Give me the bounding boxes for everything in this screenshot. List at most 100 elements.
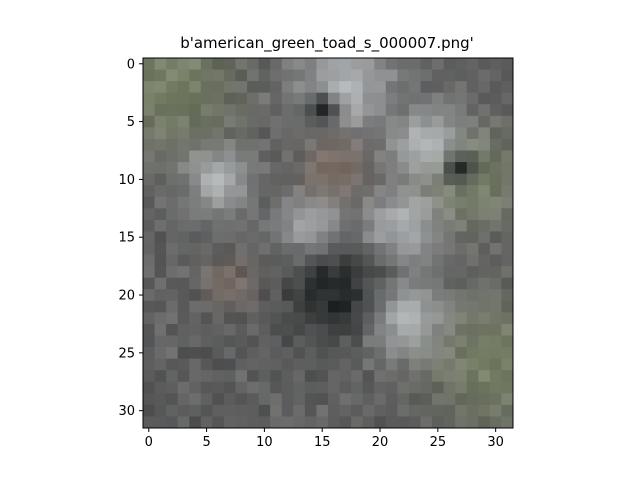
pixel-cell (200, 347, 213, 360)
pixel-cell (166, 104, 179, 117)
pixel-cell (501, 208, 514, 221)
pixel-cell (258, 347, 271, 360)
pixel-cell (489, 69, 502, 82)
pixel-cell (281, 138, 294, 151)
pixel-cell (339, 416, 352, 429)
pixel-cell (443, 358, 456, 371)
pixel-cell (235, 173, 248, 186)
pixel-cell (466, 358, 479, 371)
pixel-cell (270, 138, 283, 151)
pixel-cell (189, 219, 202, 232)
pixel-cell (455, 358, 468, 371)
pixel-cell (281, 115, 294, 128)
pixel-cell (258, 335, 271, 348)
pixel-cell (200, 277, 213, 290)
pixel-cell (408, 358, 421, 371)
pixel-cell (143, 196, 155, 209)
pixel-cell (408, 231, 421, 244)
pixel-cell (397, 58, 410, 70)
pixel-cell (223, 416, 236, 429)
pixel-cell (166, 162, 179, 175)
pixel-cell (143, 58, 155, 70)
pixel-cell (501, 58, 514, 70)
pixel-cell (397, 208, 410, 221)
pixel-cell (166, 115, 179, 128)
pixel-cell (212, 138, 225, 151)
pixel-cell (443, 277, 456, 290)
pixel-cell (432, 266, 445, 279)
pixel-cell (328, 381, 340, 394)
pixel-cell (432, 277, 445, 290)
pixel-cell (293, 243, 306, 255)
pixel-cell (258, 393, 271, 406)
pixel-cell (177, 231, 190, 244)
pixel-cell (154, 150, 167, 163)
pixel-cell (316, 150, 329, 163)
pixel-cell (339, 231, 352, 244)
pixel-cell (374, 150, 387, 163)
pixel-cell (489, 416, 502, 429)
pixel-cell (293, 127, 306, 140)
pixel-cell (478, 289, 491, 302)
pixel-cell (154, 81, 167, 94)
pixel-cell (455, 404, 468, 417)
pixel-cell (143, 277, 155, 290)
pixel-cell (304, 208, 317, 221)
pixel-cell (316, 347, 329, 360)
pixel-cell (270, 381, 283, 394)
pixel-cell (258, 185, 271, 198)
pixel-cell (339, 266, 352, 279)
pixel-cell (351, 335, 364, 348)
pixel-cell (223, 92, 236, 105)
pixel-cell (316, 69, 329, 82)
pixel-cell (362, 69, 375, 82)
pixel-cell (166, 323, 179, 336)
pixel-cell (362, 231, 375, 244)
pixel-cell (443, 416, 456, 429)
pixel-cell (328, 266, 340, 279)
pixel-cell (189, 185, 202, 198)
pixel-cell (166, 404, 179, 417)
pixel-cell (443, 312, 456, 325)
pixel-cell (362, 335, 375, 348)
pixel-cell (270, 162, 283, 175)
pixel-cell (177, 208, 190, 221)
pixel-cell (385, 347, 398, 360)
pixel-cell (212, 196, 225, 209)
pixel-cell (443, 104, 456, 117)
pixel-cell (397, 219, 410, 232)
y-tick-label: 20 (118, 289, 135, 304)
pixel-cell (235, 185, 248, 198)
pixel-cell (247, 115, 260, 128)
pixel-cell (189, 289, 202, 302)
image-pixels (143, 58, 514, 429)
pixel-cell (304, 219, 317, 232)
pixel-cell (154, 162, 167, 175)
pixel-cell (374, 185, 387, 198)
pixel-cell (200, 219, 213, 232)
pixel-cell (397, 358, 410, 371)
pixel-cell (177, 138, 190, 151)
pixel-cell (281, 393, 294, 406)
pixel-cell (328, 81, 340, 94)
pixel-cell (328, 115, 340, 128)
pixel-cell (223, 381, 236, 394)
pixel-cell (362, 208, 375, 221)
pixel-cell (235, 347, 248, 360)
pixel-cell (455, 243, 468, 255)
pixel-cell (443, 381, 456, 394)
pixel-cell (443, 92, 456, 105)
pixel-cell (408, 254, 421, 267)
pixel-cell (501, 300, 514, 313)
pixel-cell (189, 347, 202, 360)
pixel-cell (501, 138, 514, 151)
x-tick-label: 5 (202, 435, 210, 450)
pixel-cell (143, 243, 155, 255)
pixel-cell (154, 196, 167, 209)
pixel-cell (432, 208, 445, 221)
pixel-cell (316, 312, 329, 325)
pixel-cell (316, 58, 329, 70)
pixel-cell (466, 81, 479, 94)
pixel-cell (316, 266, 329, 279)
pixel-cell (432, 150, 445, 163)
